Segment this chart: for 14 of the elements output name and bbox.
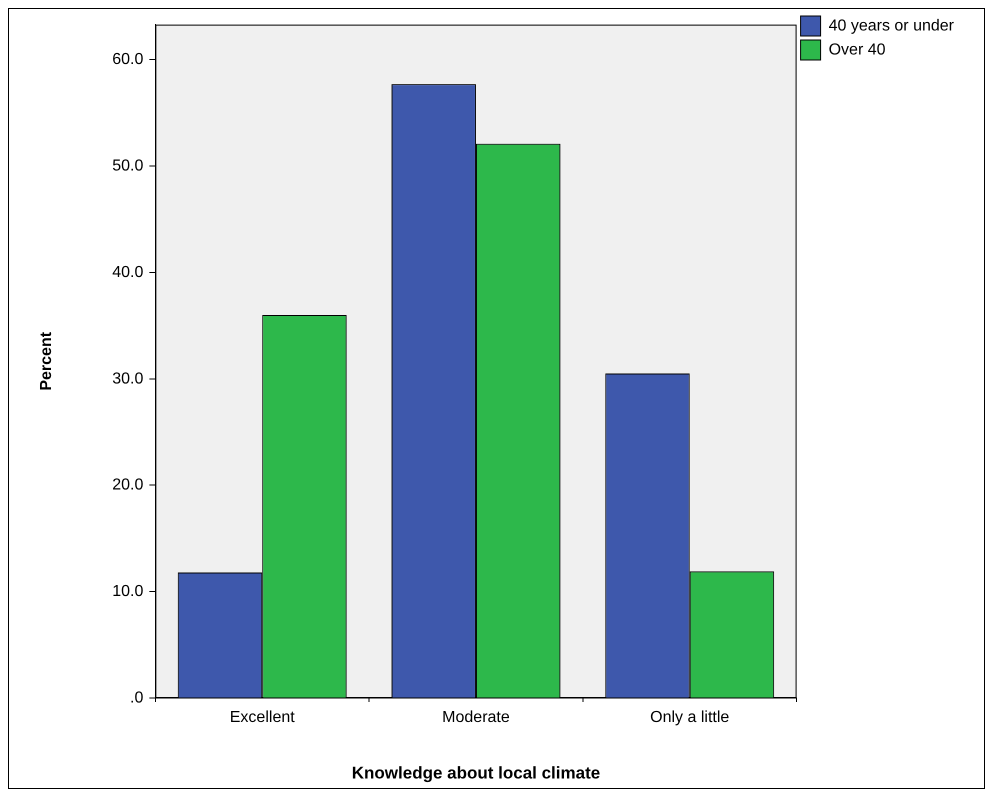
x-axis-title: Knowledge about local climate: [352, 763, 600, 782]
y-tick-label: 10.0: [112, 583, 144, 600]
x-tick-label: Excellent: [230, 709, 296, 726]
y-tick-label: 40.0: [112, 264, 144, 281]
legend-label: 40 years or under: [828, 17, 955, 34]
x-tick-label: Moderate: [442, 709, 510, 726]
legend-label: Over 40: [828, 41, 886, 58]
y-axis-title: Percent: [38, 331, 56, 391]
y-tick-label: 50.0: [112, 157, 144, 174]
y-tick-label: 30.0: [112, 370, 144, 388]
x-tick-label: Only a little: [650, 709, 730, 726]
y-tick-label: 60.0: [112, 51, 144, 68]
y-tick-label: 20.0: [112, 476, 144, 494]
y-tick-label: .0: [130, 689, 144, 706]
